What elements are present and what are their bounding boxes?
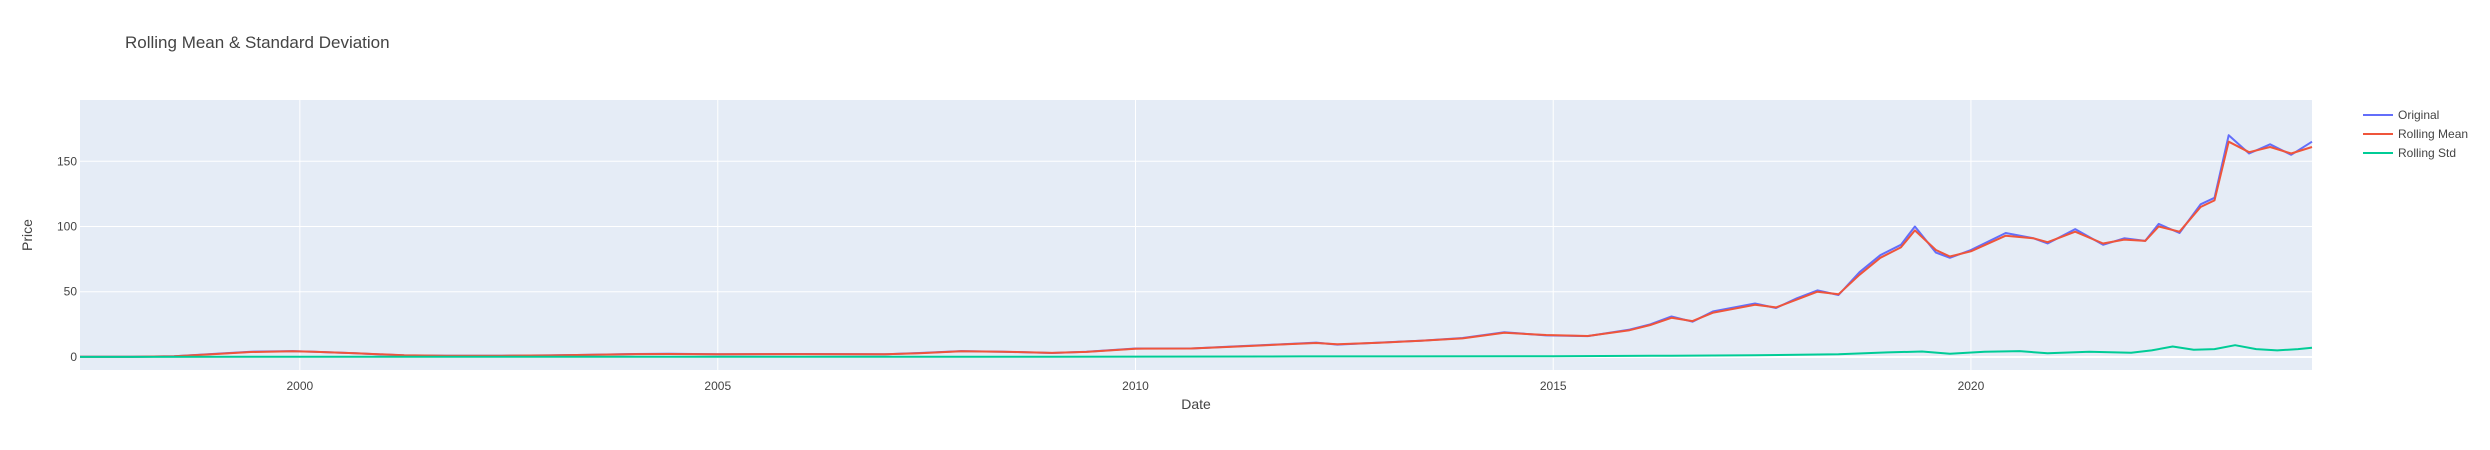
x-tick-label: 2020 [1958,379,1985,393]
plot-background [80,100,2312,370]
x-tick-label: 2010 [1122,379,1149,393]
chart-title: Rolling Mean & Standard Deviation [125,33,390,52]
y-tick-label: 50 [64,285,78,299]
series-lines [79,134,2313,358]
legend-label: Rolling Mean [2398,127,2468,141]
y-tick-label: 0 [70,350,77,364]
legend-item[interactable]: Rolling Std [2363,146,2456,160]
y-tick-label: 150 [57,154,77,168]
x-tick-label: 2015 [1540,379,1567,393]
x-axis-title: Date [1181,396,1211,412]
legend-item[interactable]: Rolling Mean [2363,127,2468,141]
legend[interactable]: Original Rolling Mean Rolling Std [2363,108,2468,160]
series-line-rolling-mean[interactable] [79,140,2313,358]
legend-label: Rolling Std [2398,146,2456,160]
legend-item[interactable]: Original [2363,108,2439,122]
y-axis-title: Price [19,219,35,251]
x-tick-label: 2000 [286,379,313,393]
series-line-rolling-std[interactable] [79,344,2313,358]
x-tick-label: 2005 [704,379,731,393]
legend-label: Original [2398,108,2439,122]
axis-ticks: 2000 2005 2010 2015 2020 0 50 100 150 [57,154,1985,393]
y-tick-label: 100 [57,220,77,234]
